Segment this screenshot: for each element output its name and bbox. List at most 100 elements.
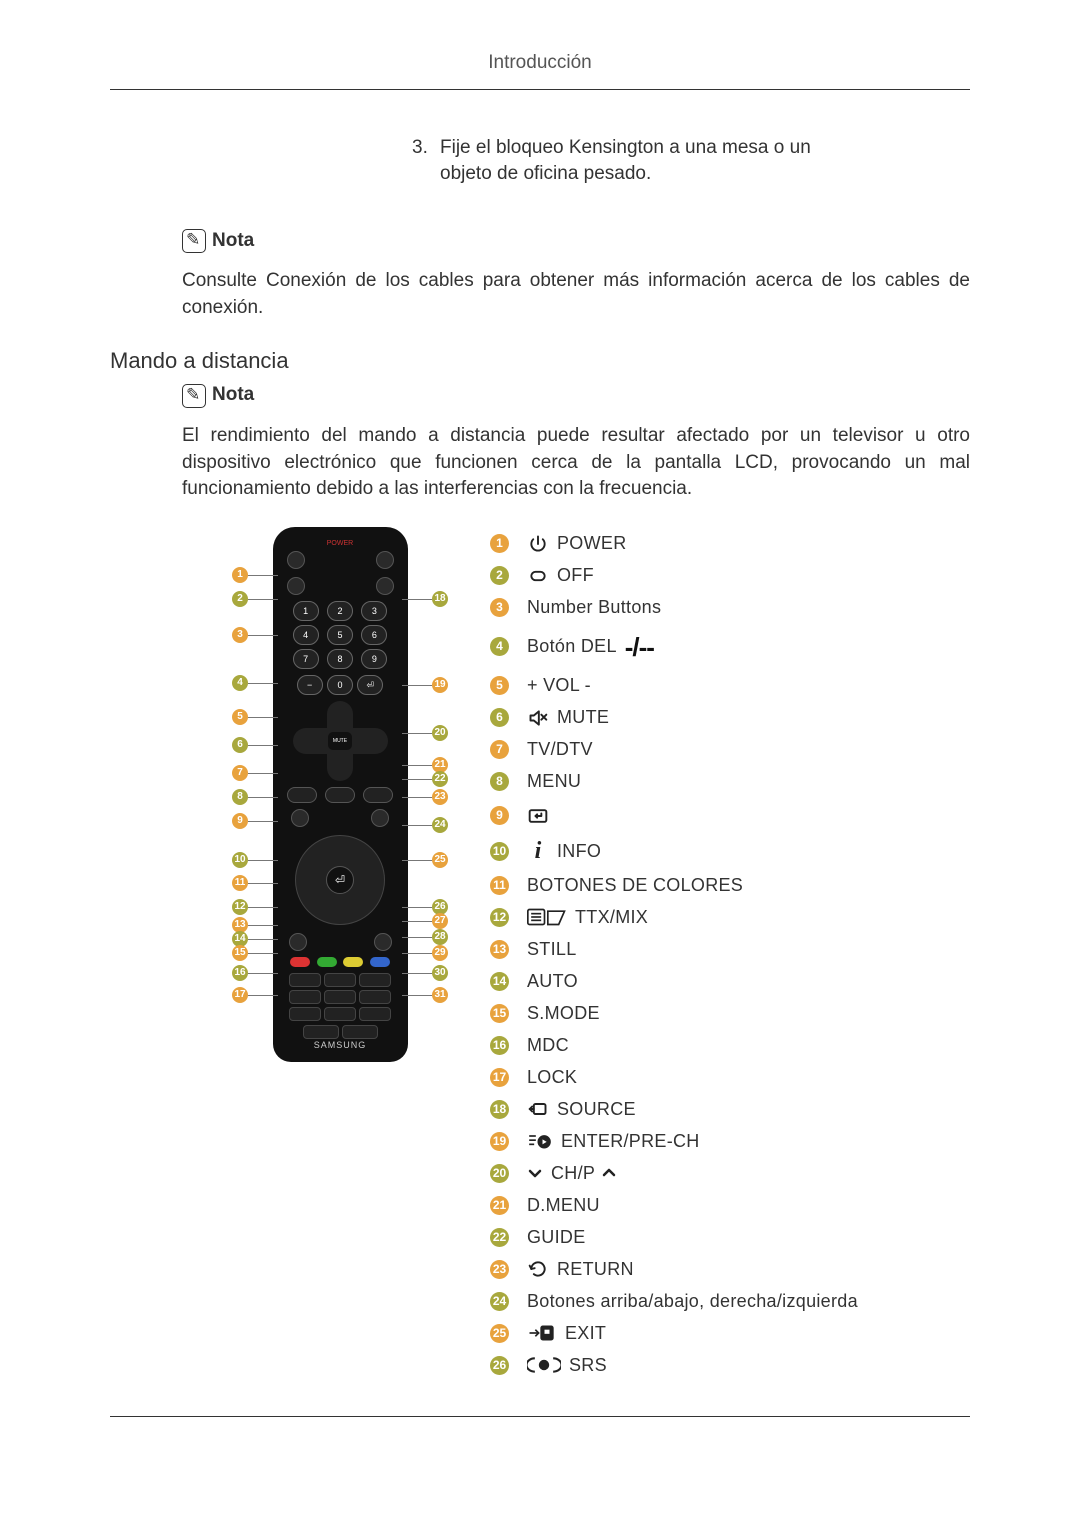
remote-number-4: 4 xyxy=(293,625,319,645)
remote-dpad: ⏎ xyxy=(295,835,385,925)
remote-menu-row xyxy=(283,787,398,803)
callout-22: 22 xyxy=(432,771,448,787)
button-num: 16 xyxy=(490,1036,509,1055)
remote-mute-button: MUTE xyxy=(328,732,352,750)
button-num: 12 xyxy=(490,908,509,927)
button-label: STILL xyxy=(527,937,577,962)
callout-27: 27 xyxy=(432,913,448,929)
button-item-8: 8MENU xyxy=(490,767,858,797)
button-label: Botón DEL xyxy=(527,634,617,659)
button-num: 20 xyxy=(490,1164,509,1183)
button-num: 22 xyxy=(490,1228,509,1247)
button-num: 13 xyxy=(490,940,509,959)
note-icon xyxy=(182,229,206,253)
remote-prech-button xyxy=(376,577,394,595)
button-num: 10 xyxy=(490,842,509,861)
button-item-25: 25EXIT xyxy=(490,1318,858,1348)
source-icon xyxy=(527,1099,549,1119)
button-num: 26 xyxy=(490,1356,509,1375)
button-label: Botones arriba/abajo, derecha/izquierda xyxy=(527,1289,858,1314)
button-item-9: 9 xyxy=(490,799,858,833)
remote-body: POWER 123456789 − 0 ⏎ MUTE xyxy=(273,527,408,1062)
button-label: TV/DTV xyxy=(527,737,593,762)
callout-19: 19 xyxy=(432,677,448,693)
button-num: 25 xyxy=(490,1324,509,1343)
button-num: 21 xyxy=(490,1196,509,1215)
callout-28: 28 xyxy=(432,929,448,945)
note-1-text: Consulte Conexión de los cables para obt… xyxy=(110,268,970,321)
callout-10: 10 xyxy=(232,852,248,868)
button-item-2: 2OFF xyxy=(490,561,858,591)
button-num: 23 xyxy=(490,1260,509,1279)
note-2: Nota xyxy=(110,382,970,409)
remote-number-2: 2 xyxy=(327,601,353,621)
remote-area: POWER 123456789 − 0 ⏎ MUTE xyxy=(110,527,970,1383)
note-2-text: El rendimiento del mando a distancia pue… xyxy=(110,423,970,503)
button-item-15: 15 S.MODE xyxy=(490,998,858,1028)
button-num: 7 xyxy=(490,740,509,759)
button-label: POWER xyxy=(557,531,627,556)
callout-31: 31 xyxy=(432,987,448,1003)
callout-29: 29 xyxy=(432,945,448,961)
callout-18: 18 xyxy=(432,591,448,607)
ttx-icon xyxy=(527,907,567,927)
note-icon xyxy=(182,384,206,408)
button-label: LOCK xyxy=(527,1065,577,1090)
callout-3: 3 xyxy=(232,627,248,643)
button-num: 8 xyxy=(490,772,509,791)
button-label: SOURCE xyxy=(557,1097,636,1122)
button-num: 9 xyxy=(490,806,509,825)
del-icon: -/-- xyxy=(625,629,654,665)
mute-icon xyxy=(527,708,549,728)
button-num: 15 xyxy=(490,1004,509,1023)
button-num: 24 xyxy=(490,1292,509,1311)
button-item-22: 22GUIDE xyxy=(490,1222,858,1252)
callout-15: 15 xyxy=(232,945,248,961)
button-item-11: 11BOTONES DE COLORES xyxy=(490,870,858,900)
button-label: CH/P xyxy=(551,1161,595,1186)
callout-9: 9 xyxy=(232,813,248,829)
remote-vol-ch-pad: MUTE xyxy=(283,701,398,781)
remote-number-5: 5 xyxy=(327,625,353,645)
remote-diagram: POWER 123456789 − 0 ⏎ MUTE xyxy=(220,527,460,1062)
button-item-16: 16 MDC xyxy=(490,1030,858,1060)
callout-11: 11 xyxy=(232,875,248,891)
step-text: Fije el bloqueo Kensington a una mesa o … xyxy=(440,135,840,188)
remote-number-6: 6 xyxy=(361,625,387,645)
callout-24: 24 xyxy=(432,817,448,833)
chevron-up-icon xyxy=(601,1166,617,1180)
callout-8: 8 xyxy=(232,789,248,805)
remote-number-7: 7 xyxy=(293,649,319,669)
step-item: 3. Fije el bloqueo Kensington a una mesa… xyxy=(110,135,970,188)
button-num: 5 xyxy=(490,676,509,695)
prech-icon xyxy=(527,1131,553,1151)
button-item-1: 1POWER xyxy=(490,529,858,559)
off-icon xyxy=(527,566,549,586)
remote-color-buttons xyxy=(287,957,394,967)
button-item-7: 7 TV/DTV xyxy=(490,735,858,765)
button-label: S.MODE xyxy=(527,1001,600,1026)
remote-off-button xyxy=(287,577,305,595)
remote-number-8: 8 xyxy=(327,649,353,669)
button-item-19: 19ENTER/PRE-CH xyxy=(490,1126,858,1156)
callout-20: 20 xyxy=(432,725,448,741)
button-num: 6 xyxy=(490,708,509,727)
callout-5: 5 xyxy=(232,709,248,725)
note-label: Nota xyxy=(212,228,254,255)
footer-rule xyxy=(110,1416,970,1417)
button-num: 14 xyxy=(490,972,509,991)
callout-12: 12 xyxy=(232,899,248,915)
button-item-17: 17LOCK xyxy=(490,1062,858,1092)
remote-number-9: 9 xyxy=(361,649,387,669)
button-item-5: 5+ VOL - xyxy=(490,671,858,701)
section-title: Mando a distancia xyxy=(110,346,970,377)
chevron-down-icon xyxy=(527,1166,543,1180)
button-item-4: 4Botón DEL-/-- xyxy=(490,625,858,669)
button-item-20: 20 CH/P xyxy=(490,1158,858,1188)
button-label: MDC xyxy=(527,1033,569,1058)
button-item-24: 24 Botones arriba/abajo, derecha/izquierd… xyxy=(490,1286,858,1316)
page-header: Introducción xyxy=(110,50,970,90)
remote-brand: SAMSUNG xyxy=(273,1039,408,1052)
srs-icon xyxy=(527,1355,561,1375)
button-list: 1POWER2OFF3Number Buttons4Botón DEL-/--5… xyxy=(490,527,858,1383)
